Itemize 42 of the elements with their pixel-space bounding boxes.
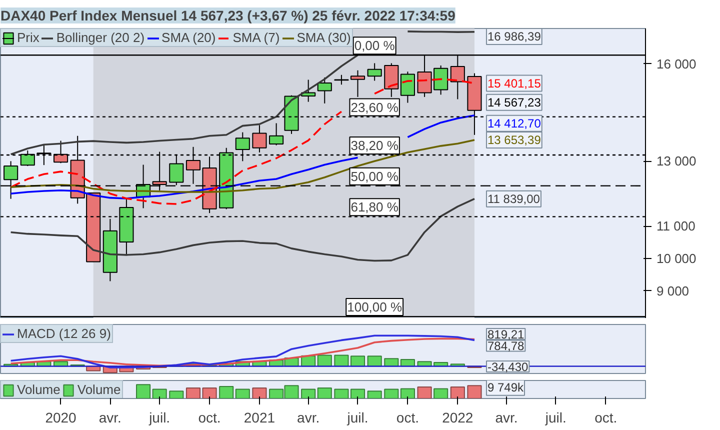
annotation: 819,21 — [487, 328, 525, 342]
x-tick-label: 2022 — [442, 410, 474, 426]
y-tick-label: 16 000 — [656, 56, 696, 72]
y-tick-label: 10 000 — [656, 250, 696, 266]
legend-label: Bollinger (20 2) — [56, 30, 145, 45]
x-tick-label: juil. — [544, 410, 566, 426]
annotation: 61,80 % — [350, 200, 399, 215]
annotation: 100,00 % — [347, 300, 402, 315]
annotation: 784,78 — [487, 339, 525, 354]
chart-title: DAX40 Perf Index Mensuel 14 567,23 (+3,67 %) 25 févr. 2022 17:34:59 — [0, 8, 456, 24]
annotation: 9 749k — [487, 380, 525, 394]
data-label: 15 401,15 — [487, 76, 542, 90]
annotation: -34,430 — [487, 360, 529, 374]
legend-label: SMA (30) — [296, 30, 351, 45]
legend-label: Volume — [17, 382, 60, 397]
x-tick-label: avr. — [98, 410, 122, 426]
y-tick-label: 9 000 — [656, 283, 690, 298]
x-tick-label: 2020 — [45, 410, 77, 426]
x-tick-label: oct. — [396, 410, 419, 426]
x-tick-label: avr. — [495, 410, 518, 426]
annotation: Volume — [77, 382, 121, 397]
x-tick-label: oct. — [198, 410, 221, 426]
annotation: 38,20 % — [350, 138, 399, 153]
x-tick-label: oct. — [594, 410, 618, 426]
legend-label: SMA (20) — [162, 30, 216, 45]
x-tick-label: 2021 — [244, 410, 276, 426]
annotation: 0,00 % — [354, 38, 396, 54]
data-label: 16 986,39 — [487, 30, 542, 44]
legend-label: MACD (12 26 9) — [17, 326, 111, 341]
x-tick-label: juil. — [148, 410, 170, 426]
annotation: 23,60 % — [350, 100, 399, 115]
y-tick-label: 11 000 — [656, 218, 696, 234]
legend-label: SMA (7) — [232, 30, 280, 45]
annotation: 50,00 % — [350, 168, 399, 184]
x-tick-label: avr. — [297, 410, 320, 426]
legend-label: Prix — [17, 30, 40, 45]
data-label: 11 839,00 — [487, 192, 540, 206]
x-tick-label: juil. — [346, 410, 368, 426]
y-tick-label: 13 000 — [656, 154, 696, 169]
text: 14 567,23 — [487, 95, 541, 110]
data-label: 13 653,39 — [487, 132, 542, 147]
data-label: 14 412,70 — [487, 116, 542, 130]
